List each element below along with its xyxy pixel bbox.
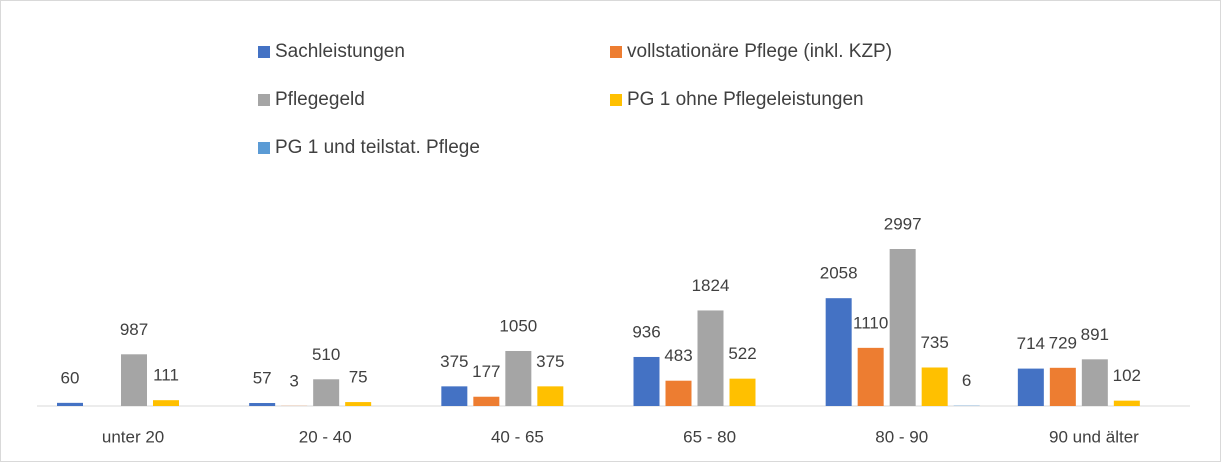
data-label: 60 [61, 368, 80, 387]
legend-label: PG 1 und teilstat. Pflege [275, 137, 480, 158]
bar [1049, 367, 1076, 406]
data-label: 510 [312, 345, 340, 364]
data-label: 177 [472, 362, 500, 381]
bar [121, 354, 147, 406]
data-label: 3 [289, 371, 298, 390]
bar [313, 379, 340, 406]
data-label: 936 [632, 322, 660, 341]
bar [1017, 368, 1044, 406]
legend-swatch [610, 46, 622, 58]
bar [665, 380, 692, 406]
data-label: 111 [153, 366, 179, 385]
legend-label: Pflegegeld [275, 89, 365, 110]
bar [889, 249, 916, 406]
legend-label: PG 1 ohne Pflegeleistungen [627, 89, 864, 110]
bar [921, 367, 948, 406]
data-label: 75 [349, 368, 368, 387]
bar [633, 356, 660, 406]
data-label: 57 [253, 368, 272, 387]
bar [473, 396, 500, 406]
bar [57, 402, 83, 406]
data-label: 987 [120, 320, 148, 339]
data-label: 735 [920, 333, 948, 352]
data-label: 102 [1113, 366, 1141, 385]
data-label: 375 [536, 352, 564, 371]
bar [1081, 359, 1108, 406]
data-label: 483 [664, 346, 692, 365]
data-label: 891 [1081, 325, 1109, 344]
bar [857, 347, 884, 406]
legend-label: Sachleistungen [275, 41, 405, 62]
bar [1113, 400, 1140, 406]
data-label: 1824 [692, 276, 730, 295]
bar [441, 386, 468, 406]
legend-swatch [258, 94, 270, 106]
data-label: 2058 [820, 264, 858, 283]
legend-swatch [610, 94, 622, 106]
data-label: 1110 [853, 313, 888, 332]
data-label: 714 [1017, 334, 1045, 353]
x-tick-label: unter 20 [102, 427, 164, 446]
data-label: 2997 [884, 214, 922, 233]
bar [697, 310, 724, 406]
x-tick-label: 20 - 40 [299, 427, 352, 446]
x-tick-label: 80 - 90 [875, 427, 928, 446]
x-tick-label: 90 und älter [1049, 427, 1139, 446]
bar [825, 298, 852, 406]
data-label: 522 [728, 344, 756, 363]
data-label: 375 [440, 352, 468, 371]
bar [729, 378, 756, 406]
legend-label: vollstationäre Pflege (inkl. KZP) [627, 41, 892, 62]
bar [505, 350, 532, 406]
x-tick-label: 65 - 80 [683, 427, 736, 446]
legend-swatch [258, 46, 270, 58]
bar [153, 400, 179, 406]
legend-swatch [258, 142, 270, 154]
bar [345, 402, 372, 406]
data-label: 6 [962, 371, 971, 390]
bar [537, 386, 564, 406]
data-label: 1050 [499, 316, 537, 335]
x-tick-label: 40 - 65 [491, 427, 544, 446]
bar [249, 403, 276, 406]
data-label: 729 [1049, 333, 1077, 352]
